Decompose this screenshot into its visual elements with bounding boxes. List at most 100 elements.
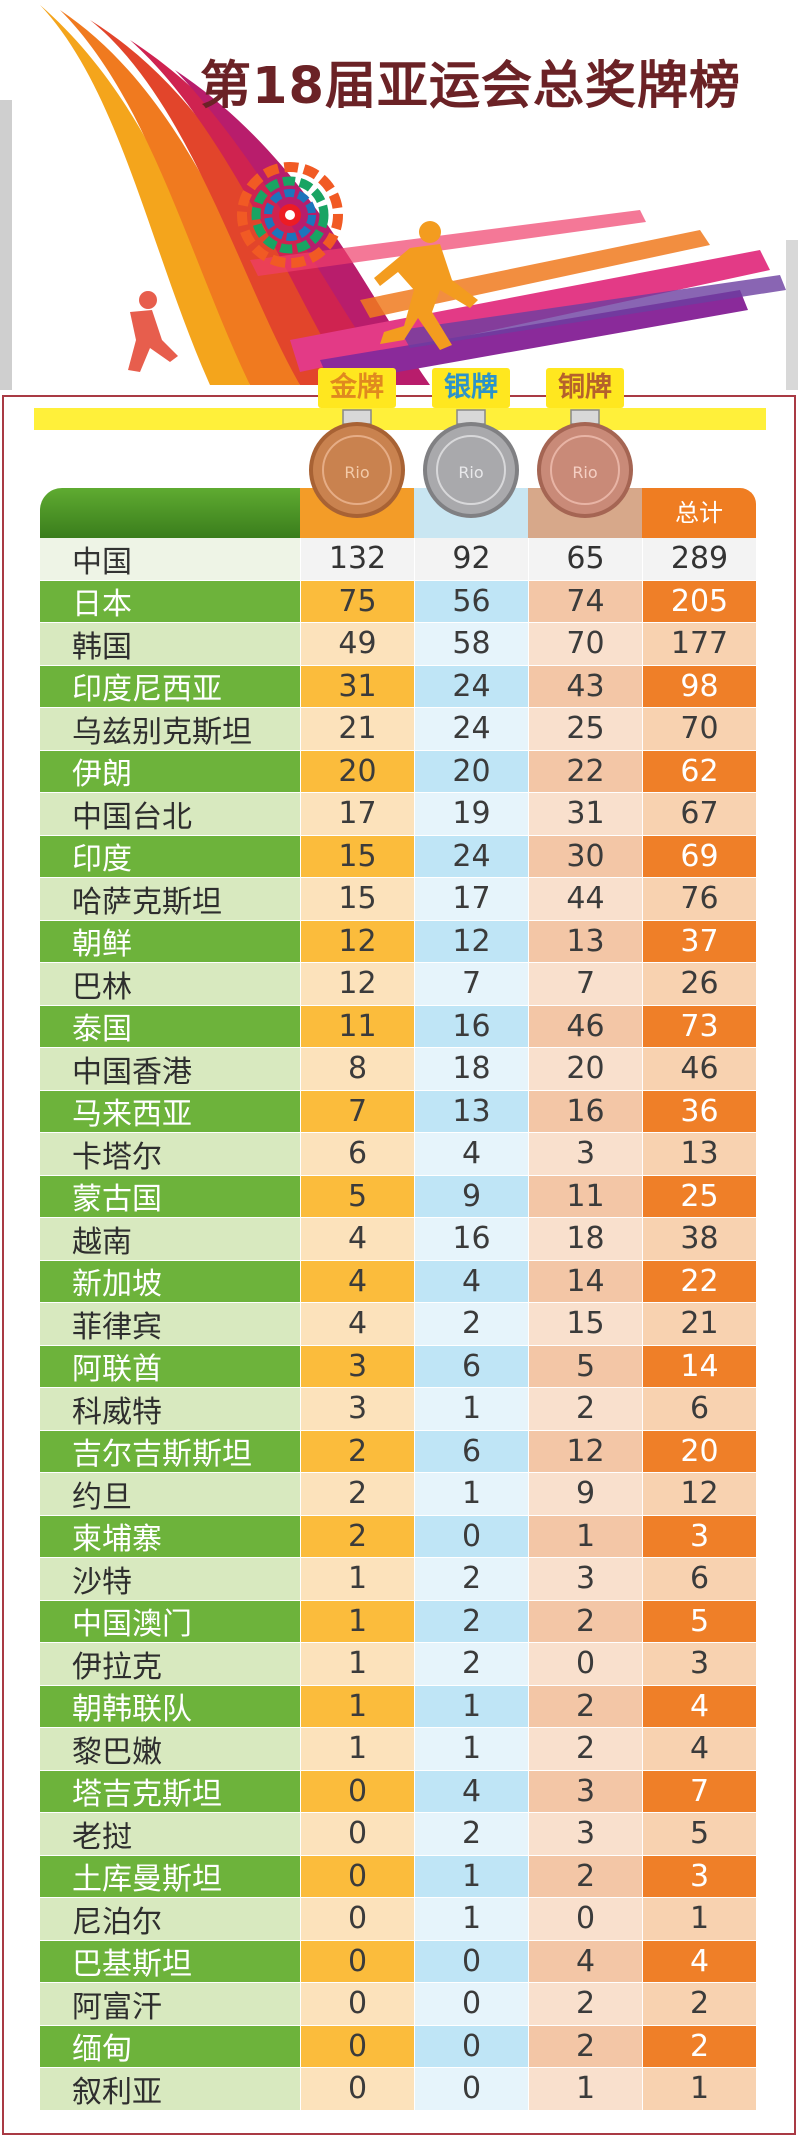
bronze-count-cell: 9 [528,1473,642,1515]
table-row: 泰国 11 16 46 73 [40,1005,756,1048]
total-count-cell: 4 [642,1685,756,1727]
total-count-cell: 3 [642,1855,756,1897]
country-cell: 柬埔寨 [40,1515,300,1557]
table-row: 乌兹别克斯坦 21 24 25 70 [40,708,756,751]
bronze-count-cell: 2 [528,1685,642,1727]
bronze-medal-icon: Rio [537,409,633,518]
table-row: 尼泊尔 0 1 0 1 [40,1898,756,1941]
gold-count-cell: 2 [300,1515,414,1557]
country-cell: 印度 [40,835,300,877]
bronze-count-cell: 14 [528,1260,642,1302]
total-count-cell: 13 [642,1133,756,1175]
gold-count-cell: 75 [300,580,414,622]
gold-count-cell: 4 [300,1218,414,1260]
table-row: 伊拉克 1 2 0 3 [40,1643,756,1686]
country-cell: 新加坡 [40,1260,300,1302]
asian-games-emblem-icon [237,162,343,268]
country-cell: 阿富汗 [40,1983,300,2025]
silver-count-cell: 58 [414,623,528,665]
bronze-count-cell: 2 [528,1983,642,2025]
gold-medal-icon: Rio [309,409,405,518]
country-cell: 缅甸 [40,2025,300,2067]
country-cell: 中国台北 [40,793,300,835]
bronze-count-cell: 46 [528,1005,642,1047]
total-count-cell: 4 [642,1728,756,1770]
table-row: 印度尼西亚 31 24 43 98 [40,665,756,708]
silver-count-cell: 17 [414,878,528,920]
gold-count-cell: 12 [300,963,414,1005]
country-cell: 印度尼西亚 [40,665,300,707]
gold-count-cell: 0 [300,1770,414,1812]
medal-table: 中国 132 92 65 289 日本 75 56 74 205 韩国 49 5… [40,538,756,2111]
country-cell: 卡塔尔 [40,1133,300,1175]
gold-count-cell: 0 [300,1813,414,1855]
gold-count-cell: 15 [300,835,414,877]
gold-count-cell: 4 [300,1260,414,1302]
bronze-count-cell: 44 [528,878,642,920]
total-count-cell: 1 [642,1898,756,1940]
banner-artwork [0,0,800,395]
right-edge-bar [786,240,798,390]
table-row: 阿富汗 0 0 2 2 [40,1983,756,2026]
table-row: 缅甸 0 0 2 2 [40,2025,756,2068]
gold-count-cell: 5 [300,1175,414,1217]
gold-count-cell: 17 [300,793,414,835]
gold-count-cell: 49 [300,623,414,665]
gold-count-cell: 0 [300,1898,414,1940]
country-cell: 巴林 [40,963,300,1005]
silver-count-cell: 2 [414,1600,528,1642]
svg-text:Rio: Rio [344,463,369,482]
total-count-cell: 177 [642,623,756,665]
table-row: 蒙古国 5 9 11 25 [40,1175,756,1218]
gold-count-cell: 1 [300,1643,414,1685]
banner: 第18届亚运会总奖牌榜 [0,0,800,395]
silver-count-cell: 1 [414,1388,528,1430]
silver-count-cell: 0 [414,2025,528,2067]
bronze-count-cell: 2 [528,1855,642,1897]
gold-count-cell: 132 [300,538,414,580]
bronze-count-cell: 2 [528,1388,642,1430]
silver-count-cell: 18 [414,1048,528,1090]
medals: Rio Rio Rio [309,409,633,518]
gold-count-cell: 0 [300,2068,414,2110]
table-row: 朝鲜 12 12 13 37 [40,920,756,963]
silver-medal-icon: Rio [423,409,519,518]
total-count-cell: 98 [642,665,756,707]
total-count-cell: 3 [642,1643,756,1685]
silver-count-cell: 0 [414,1983,528,2025]
bronze-count-cell: 18 [528,1218,642,1260]
table-row: 科威特 3 1 2 6 [40,1388,756,1431]
country-cell: 老挝 [40,1813,300,1855]
gold-count-cell: 4 [300,1303,414,1345]
silver-count-cell: 1 [414,1855,528,1897]
country-cell: 蒙古国 [40,1175,300,1217]
bronze-count-cell: 25 [528,708,642,750]
silver-count-cell: 1 [414,1898,528,1940]
silver-count-cell: 13 [414,1090,528,1132]
ribbon-swooshes [40,5,786,385]
country-cell: 沙特 [40,1558,300,1600]
country-cell: 叙利亚 [40,2068,300,2110]
bronze-count-cell: 11 [528,1175,642,1217]
table-row: 土库曼斯坦 0 1 2 3 [40,1855,756,1898]
table-row: 中国香港 8 18 20 46 [40,1048,756,1091]
table-row: 阿联酋 3 6 5 14 [40,1345,756,1388]
silver-count-cell: 6 [414,1430,528,1472]
country-cell: 伊朗 [40,750,300,792]
gold-count-cell: 15 [300,878,414,920]
country-cell: 哈萨克斯坦 [40,878,300,920]
gold-count-cell: 7 [300,1090,414,1132]
country-cell: 菲律宾 [40,1303,300,1345]
country-cell: 越南 [40,1218,300,1260]
bronze-count-cell: 74 [528,580,642,622]
silver-count-cell: 1 [414,1473,528,1515]
gold-count-cell: 3 [300,1345,414,1387]
athlete-silhouette-icon [128,291,178,372]
gold-count-cell: 3 [300,1388,414,1430]
silver-count-cell: 0 [414,1940,528,1982]
bronze-count-cell: 12 [528,1430,642,1472]
silver-count-cell: 6 [414,1345,528,1387]
total-count-cell: 46 [642,1048,756,1090]
table-row: 中国台北 17 19 31 67 [40,793,756,836]
table-row: 巴林 12 7 7 26 [40,963,756,1006]
